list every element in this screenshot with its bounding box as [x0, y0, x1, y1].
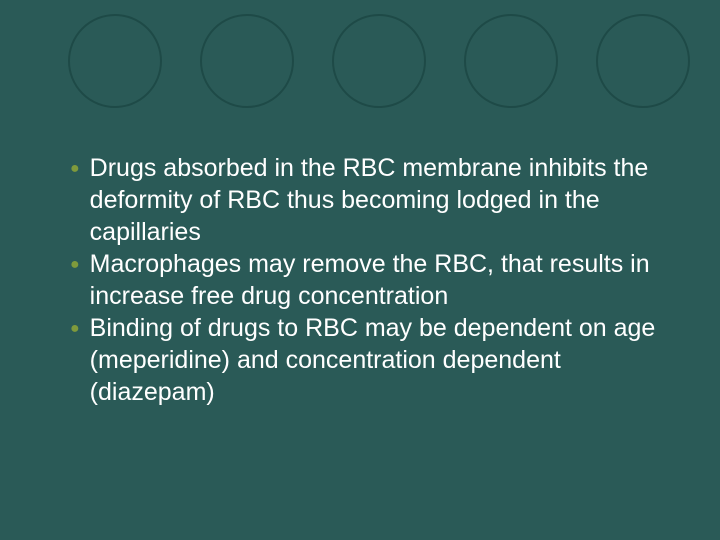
bullet-text: Binding of drugs to RBC may be dependent…	[90, 312, 660, 408]
bullet-item: ● Macrophages may remove the RBC, that r…	[70, 248, 660, 312]
decorative-circles	[68, 14, 690, 108]
circle-decoration	[332, 14, 426, 108]
bullet-icon: ●	[70, 319, 80, 339]
circle-decoration	[68, 14, 162, 108]
bullet-text: Drugs absorbed in the RBC membrane inhib…	[90, 152, 660, 248]
bullet-icon: ●	[70, 255, 80, 275]
circle-decoration	[596, 14, 690, 108]
bullet-text: Macrophages may remove the RBC, that res…	[90, 248, 660, 312]
slide-content: ● Drugs absorbed in the RBC membrane inh…	[70, 152, 660, 408]
circle-decoration	[464, 14, 558, 108]
bullet-item: ● Drugs absorbed in the RBC membrane inh…	[70, 152, 660, 248]
bullet-icon: ●	[70, 159, 80, 179]
circle-decoration	[200, 14, 294, 108]
bullet-item: ● Binding of drugs to RBC may be depende…	[70, 312, 660, 408]
